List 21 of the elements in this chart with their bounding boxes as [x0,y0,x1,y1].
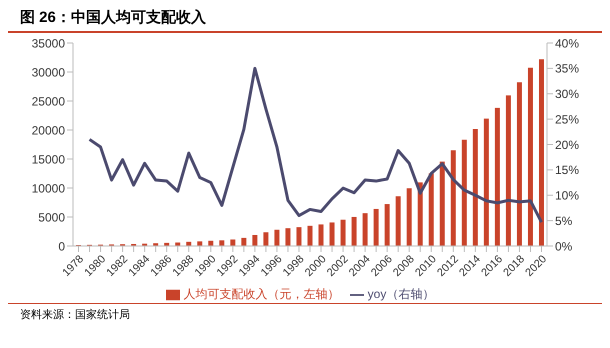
y2-tick-label: 30% [555,87,580,102]
y2-tick-label: 40% [555,36,580,50]
y2-tick-label: 15% [555,163,580,178]
y2-tick-label: 20% [555,138,580,152]
y-tick-label: 30000 [32,65,66,80]
text: 资料来源：国家统计局 [8,303,602,322]
y2-tick-label: 5% [555,214,573,228]
y-tick-label: 0 [58,239,66,254]
y-tick-label: 20000 [32,123,66,138]
y-tick-label: 35000 [32,36,66,50]
y-tick-label: 10000 [32,181,66,196]
y2-tick-label: 25% [555,112,580,126]
y-tick-label: 25000 [32,94,66,108]
legend-label: yoy（右轴） [368,287,434,301]
y2-tick-label: 0% [555,239,573,254]
y-tick-label: 5000 [38,210,66,224]
y2-tick-label: 10% [555,188,580,203]
legend-label: 人均可支配收入（元，左轴） [184,287,340,301]
y2-tick-label: 35% [555,62,580,76]
y-tick-label: 15000 [32,152,66,166]
chart-title: 图 26：中国人均可支配收入 [8,8,602,33]
